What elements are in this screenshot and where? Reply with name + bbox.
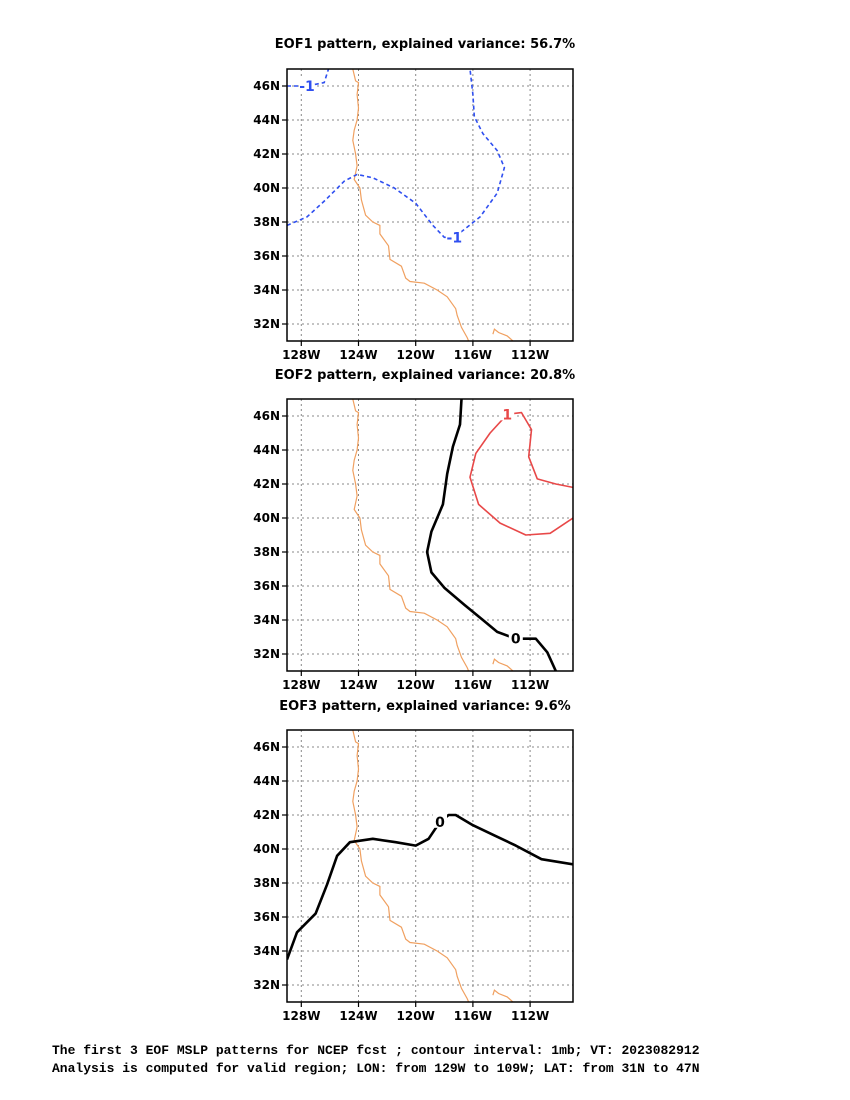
coastline-pacific <box>352 730 470 1002</box>
eof3-frame <box>286 729 574 1003</box>
contour-label-bg <box>508 630 523 645</box>
x-tick-label: 120W <box>397 678 435 692</box>
y-tick-label: 44N <box>253 113 280 127</box>
contour-label: 1 <box>502 407 512 423</box>
coastline-gulf <box>492 328 514 341</box>
contour-line-0 <box>425 399 557 671</box>
contour-label: 0 <box>435 815 445 831</box>
contour-label-bg <box>433 813 448 828</box>
contour-line-0 <box>287 813 573 960</box>
y-tick-label: 46N <box>253 740 280 754</box>
caption-line-2: Analysis is computed for valid region; L… <box>52 1061 700 1076</box>
contour-label-bg <box>447 229 462 244</box>
eof1-map-panel: EOF1 pattern, explained variance: 56.7% … <box>253 37 575 362</box>
y-tick-label: 44N <box>253 774 280 788</box>
contour-line-0 <box>287 69 330 87</box>
x-tick-label: 124W <box>339 1009 377 1023</box>
eof-figure: EOF1 pattern, explained variance: 56.7% … <box>253 37 575 1023</box>
y-tick-label: 32N <box>253 647 280 661</box>
eof2-frame <box>286 398 574 672</box>
y-tick-label: 38N <box>253 215 280 229</box>
y-tick-label: 42N <box>253 477 280 491</box>
coastline-gulf <box>492 658 514 671</box>
contour-label-bg <box>300 78 315 92</box>
contour-line-1 <box>507 411 573 489</box>
x-tick-label: 112W <box>511 1009 549 1023</box>
x-tick-label: 128W <box>282 678 320 692</box>
y-tick-label: 36N <box>253 249 280 263</box>
x-tick-label: 124W <box>339 678 377 692</box>
contour-label: -1 <box>447 230 463 246</box>
y-tick-label: 42N <box>253 808 280 822</box>
eof2-title: EOF2 pattern, explained variance: 20.8% <box>275 368 575 383</box>
y-tick-label: 38N <box>253 545 280 559</box>
coastline-pacific <box>352 69 470 341</box>
x-tick-label: 120W <box>397 348 435 362</box>
coastline-pacific <box>352 399 470 671</box>
x-tick-label: 124W <box>339 348 377 362</box>
figure-caption: The first 3 EOF MSLP patterns for NCEP f… <box>52 1042 842 1078</box>
eof3-coastline <box>352 730 514 1002</box>
y-tick-label: 34N <box>253 944 280 958</box>
contour-line-2 <box>469 413 573 536</box>
contour-label: 0 <box>511 632 521 648</box>
y-tick-label: 40N <box>253 181 280 195</box>
eof1-grid <box>287 69 573 341</box>
eof3-contours <box>287 813 573 960</box>
y-tick-label: 40N <box>253 842 280 856</box>
eof1-title: EOF1 pattern, explained variance: 56.7% <box>275 37 575 52</box>
y-tick-label: 46N <box>253 409 280 423</box>
contour-label-bg <box>500 406 515 421</box>
x-tick-label: 128W <box>282 348 320 362</box>
y-tick-label: 44N <box>253 443 280 457</box>
x-tick-label: 116W <box>454 348 492 362</box>
y-tick-label: 36N <box>253 579 280 593</box>
y-tick-label: 32N <box>253 978 280 992</box>
y-tick-label: 42N <box>253 147 280 161</box>
x-tick-label: 112W <box>511 678 549 692</box>
eof3-map-panel: EOF3 pattern, explained variance: 9.6% 0… <box>253 699 574 1023</box>
y-tick-label: 32N <box>253 317 280 331</box>
eof1-coastline <box>352 69 514 341</box>
x-tick-label: 116W <box>454 678 492 692</box>
x-tick-label: 120W <box>397 1009 435 1023</box>
eof1-frame <box>286 68 574 342</box>
eof2-contours <box>425 399 573 671</box>
eof3-grid <box>287 730 573 1002</box>
y-tick-label: 46N <box>253 79 280 93</box>
caption-line-1: The first 3 EOF MSLP patterns for NCEP f… <box>52 1043 700 1058</box>
y-tick-label: 34N <box>253 283 280 297</box>
eof3-title: EOF3 pattern, explained variance: 9.6% <box>279 699 570 714</box>
contour-line-1 <box>287 69 506 239</box>
eof2-coastline <box>352 399 514 671</box>
eof2-map-panel: EOF2 pattern, explained variance: 20.8% … <box>253 368 575 692</box>
contour-label: -1 <box>299 79 315 95</box>
coastline-gulf <box>492 989 514 1002</box>
y-tick-label: 38N <box>253 876 280 890</box>
y-tick-label: 36N <box>253 910 280 924</box>
y-tick-label: 40N <box>253 511 280 525</box>
x-tick-label: 128W <box>282 1009 320 1023</box>
eof1-contours <box>287 69 506 239</box>
eof2-grid <box>287 399 573 671</box>
y-tick-label: 34N <box>253 613 280 627</box>
x-tick-label: 116W <box>454 1009 492 1023</box>
x-tick-label: 112W <box>511 348 549 362</box>
